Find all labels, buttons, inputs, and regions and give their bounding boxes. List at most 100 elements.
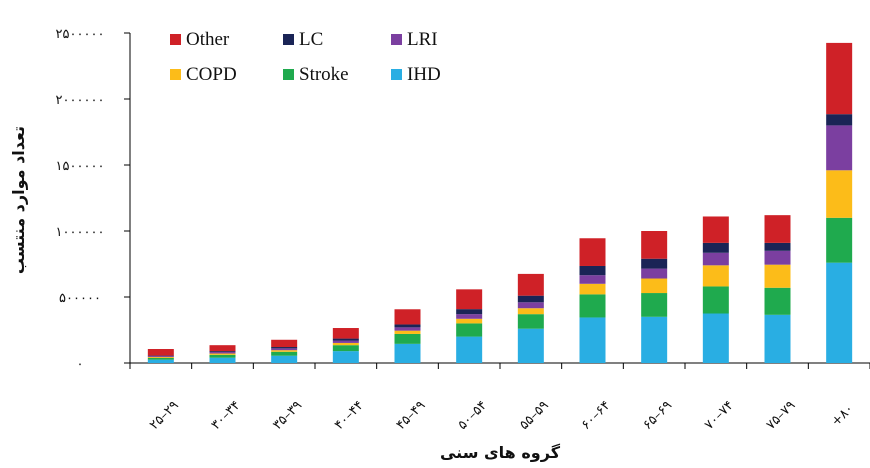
bar-segment-stroke (209, 354, 236, 358)
y-axis-title: تعداد موارد منتسب (9, 126, 28, 274)
legend-swatch-copd (170, 69, 181, 80)
bar-segment-other (271, 339, 298, 348)
bar-segment-copd (764, 264, 791, 288)
bar-segment-copd (147, 357, 174, 358)
bar-segment-stroke (147, 357, 174, 360)
bar-segment-copd (579, 283, 606, 295)
bar-segment-lri (394, 327, 421, 331)
x-tick-label: ۴۵–۴۹ (394, 398, 429, 433)
bar-segment-stroke (394, 333, 421, 344)
bar-segment-ihd (332, 351, 359, 363)
bar-segment-stroke (641, 293, 668, 317)
bar-segment-lri (826, 125, 853, 171)
bar-segment-ihd (641, 316, 668, 363)
bar-segment-other (456, 289, 483, 310)
legend-swatch-lri (391, 34, 402, 45)
legend-label-lri: LRI (407, 29, 438, 50)
x-tick-label: ۷۵–۷۹ (764, 398, 799, 433)
legend-label-other: Other (186, 29, 230, 50)
legend-label-ihd: IHD (407, 64, 441, 85)
x-tick-label: ۲۵–۲۹ (147, 398, 182, 433)
bar-segment-lc (209, 351, 236, 353)
bar-segment-lc (147, 355, 174, 357)
y-tick-label: ۱۰۰۰۰۰۰ (56, 225, 105, 240)
bar-segment-lri (332, 340, 359, 343)
bar-segment-other (209, 345, 236, 352)
bar-segment-copd (517, 308, 544, 315)
bar-segment-lri (271, 348, 298, 351)
bar-segment-stroke (826, 217, 853, 263)
bar-segment-ihd (271, 355, 298, 363)
legend: Other LC LRI COPD Stroke IHD (170, 29, 441, 85)
x-tick-label: ۴۰–۴۴ (332, 398, 367, 433)
bar-segment-lc (456, 309, 483, 315)
bar-segment-ihd (517, 328, 544, 363)
x-tick-label: ۳۵–۳۹ (270, 398, 305, 433)
bar-segment-lri (147, 356, 174, 358)
bar-segment-ihd (456, 336, 483, 363)
bar-segment-copd (826, 170, 853, 218)
legend-swatch-lc (283, 34, 294, 45)
bar-segment-stroke (456, 323, 483, 337)
x-tick-label: ۷۰–۷۴ (702, 398, 737, 433)
legend-swatch-ihd (391, 69, 402, 80)
y-tick-label: ۲۰۰۰۰۰۰ (56, 93, 105, 108)
bar-segment-stroke (517, 314, 544, 329)
bar-segment-lc (332, 338, 359, 341)
x-tick-label: ۳۰–۳۴ (209, 398, 244, 433)
bar-segment-other (764, 215, 791, 243)
y-tick-label: ۲۵۰۰۰۰۰ (56, 27, 105, 42)
bar-segment-stroke (271, 351, 298, 356)
y-axis-ticks: ۰ ۵۰۰۰۰۰ ۱۰۰۰۰۰۰ ۱۵۰۰۰۰۰ ۲۰۰۰۰۰۰ ۲۵۰۰۰۰۰ (56, 27, 130, 372)
bar-segment-lc (271, 347, 298, 349)
bar-segment-lri (702, 252, 729, 266)
bar-segment-stroke (702, 286, 729, 314)
y-tick-label: ۰ (77, 357, 84, 372)
x-tick-label: ۶۰–۶۴ (579, 398, 614, 433)
bar-segment-other (702, 216, 729, 243)
bar-segment-other (517, 273, 544, 296)
legend-swatch-other (170, 34, 181, 45)
legend-label-lc: LC (299, 29, 323, 50)
bar-segment-lc (394, 324, 421, 328)
bar-segment-lc (826, 114, 853, 126)
x-tick-label: ۵۰–۵۴ (455, 398, 490, 433)
plot-area (129, 33, 870, 364)
bar-segment-other (394, 309, 421, 325)
x-tick-label: ۶۵–۶۹ (640, 398, 675, 433)
bar-segment-other (147, 349, 174, 356)
bar-segment-stroke (332, 345, 359, 352)
legend-swatch-stroke (283, 69, 294, 80)
bar-segment-copd (332, 342, 359, 346)
x-tick-label: +۸۰ (829, 401, 857, 429)
bar-segment-other (826, 42, 853, 115)
x-axis-ticks: ۲۵–۲۹ ۳۰–۳۴ ۳۵–۳۹ ۴۰–۴۴ ۴۵–۴۹ ۵۰–۵۴ ۵۵–۵۹ ۶۰–۶۴… (129, 363, 870, 433)
bar-segment-copd (641, 278, 668, 294)
y-tick-label: ۵۰۰۰۰۰ (59, 291, 101, 306)
bar-segment-other (332, 328, 359, 339)
bar-segment-lri (579, 275, 606, 284)
bar-segment-copd (271, 350, 298, 352)
legend-label-stroke: Stroke (299, 64, 349, 85)
bar-segment-lc (579, 265, 606, 276)
bar-segment-copd (209, 353, 236, 355)
bar-segment-lc (641, 258, 668, 269)
x-tick-label: ۵۵–۵۹ (517, 398, 552, 433)
bar-segment-lc (517, 295, 544, 303)
bar-segment-lc (764, 242, 791, 251)
bar-segment-ihd (764, 314, 791, 363)
bar-segment-ihd (826, 262, 853, 363)
bar-segment-copd (456, 318, 483, 324)
bar-segment-stroke (764, 287, 791, 315)
bar-segment-stroke (579, 294, 606, 318)
bar-segment-lri (209, 352, 236, 354)
bar-segment-lri (517, 302, 544, 309)
legend-label-copd: COPD (186, 64, 237, 85)
bar-segment-other (579, 238, 606, 266)
bar-segment-lri (641, 268, 668, 279)
bar-segment-ihd (394, 343, 421, 363)
bar-segment-lri (456, 314, 483, 319)
x-axis-title: گروه های سنی (440, 443, 561, 462)
bar-segment-lc (702, 242, 729, 253)
